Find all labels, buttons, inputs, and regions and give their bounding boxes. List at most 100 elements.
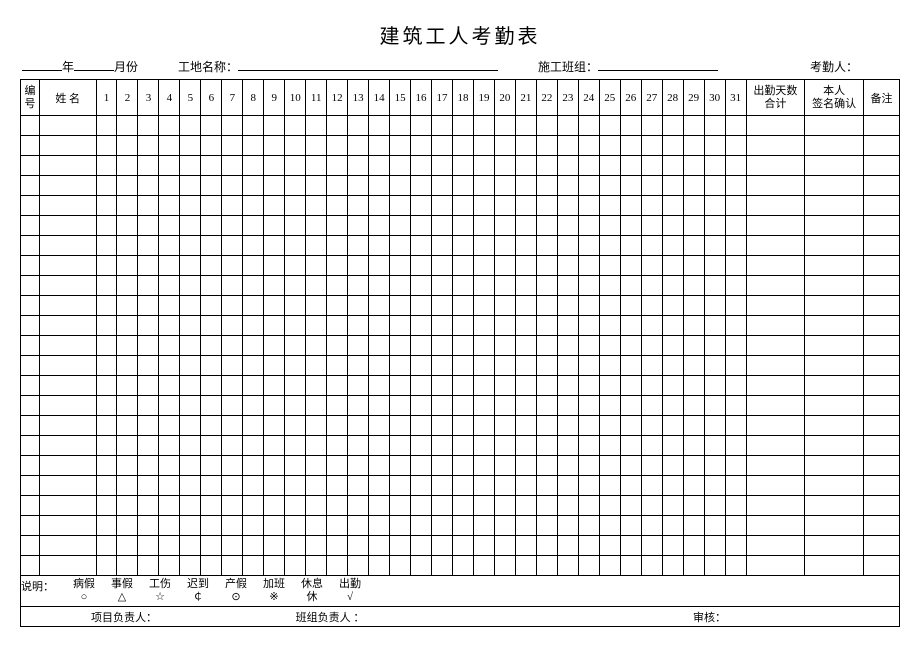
cell bbox=[285, 336, 306, 356]
cell bbox=[243, 156, 264, 176]
cell bbox=[864, 116, 900, 136]
cell bbox=[369, 436, 390, 456]
cell bbox=[704, 196, 725, 216]
cell bbox=[327, 516, 348, 536]
table-row bbox=[21, 516, 900, 536]
cell bbox=[222, 556, 243, 576]
cell bbox=[494, 376, 515, 396]
cell bbox=[348, 316, 369, 336]
cell bbox=[411, 316, 432, 336]
cell bbox=[180, 216, 201, 236]
cell bbox=[599, 456, 620, 476]
cell bbox=[599, 216, 620, 236]
cell bbox=[746, 396, 805, 416]
cell bbox=[704, 536, 725, 556]
cell bbox=[180, 116, 201, 136]
cell bbox=[159, 336, 180, 356]
cell bbox=[285, 316, 306, 336]
cell bbox=[746, 116, 805, 136]
cell bbox=[641, 236, 662, 256]
cell bbox=[21, 456, 40, 476]
cell bbox=[243, 496, 264, 516]
cell bbox=[285, 476, 306, 496]
audit-label: 审核： bbox=[433, 609, 899, 625]
cell bbox=[662, 116, 683, 136]
site-blank bbox=[238, 57, 498, 71]
cell bbox=[599, 476, 620, 496]
site-label: 工地名称： bbox=[178, 58, 238, 75]
cell bbox=[348, 556, 369, 576]
cell bbox=[557, 176, 578, 196]
cell bbox=[620, 236, 641, 256]
cell bbox=[515, 456, 536, 476]
cell bbox=[327, 156, 348, 176]
cell bbox=[473, 416, 494, 436]
cell bbox=[641, 396, 662, 416]
cell bbox=[411, 436, 432, 456]
cell bbox=[599, 276, 620, 296]
cell bbox=[599, 416, 620, 436]
cell bbox=[620, 196, 641, 216]
info-row: 年 月份 工地名称： 施工班组： 考勤人： bbox=[20, 57, 900, 75]
cell bbox=[285, 256, 306, 276]
cell bbox=[39, 456, 96, 476]
header-day-22: 22 bbox=[536, 80, 557, 116]
cell bbox=[536, 176, 557, 196]
cell bbox=[21, 476, 40, 496]
cell bbox=[285, 196, 306, 216]
cell bbox=[369, 276, 390, 296]
cell bbox=[39, 376, 96, 396]
cell bbox=[578, 516, 599, 536]
legend-label: 说明： bbox=[21, 578, 60, 594]
cell bbox=[285, 176, 306, 196]
cell bbox=[620, 316, 641, 336]
cell bbox=[704, 336, 725, 356]
cell bbox=[805, 536, 864, 556]
cell bbox=[264, 236, 285, 256]
cell bbox=[557, 476, 578, 496]
cell bbox=[864, 496, 900, 516]
cell bbox=[117, 216, 138, 236]
cell bbox=[21, 236, 40, 256]
cell bbox=[222, 236, 243, 256]
cell bbox=[746, 356, 805, 376]
cell bbox=[201, 276, 222, 296]
cell bbox=[201, 496, 222, 516]
cell bbox=[494, 396, 515, 416]
cell bbox=[641, 336, 662, 356]
cell bbox=[180, 476, 201, 496]
cell bbox=[222, 416, 243, 436]
cell bbox=[704, 416, 725, 436]
cell bbox=[746, 456, 805, 476]
cell bbox=[306, 276, 327, 296]
cell bbox=[805, 176, 864, 196]
cell bbox=[864, 136, 900, 156]
cell bbox=[138, 356, 159, 376]
cell bbox=[180, 496, 201, 516]
cell bbox=[805, 456, 864, 476]
table-row bbox=[21, 556, 900, 576]
cell bbox=[620, 156, 641, 176]
cell bbox=[264, 316, 285, 336]
cell bbox=[306, 156, 327, 176]
cell bbox=[432, 236, 453, 256]
cell bbox=[432, 256, 453, 276]
cell bbox=[39, 176, 96, 196]
cell bbox=[805, 556, 864, 576]
header-day-21: 21 bbox=[515, 80, 536, 116]
header-day-17: 17 bbox=[432, 80, 453, 116]
cell bbox=[306, 336, 327, 356]
cell bbox=[704, 436, 725, 456]
cell bbox=[264, 436, 285, 456]
cell bbox=[21, 496, 40, 516]
cell bbox=[620, 116, 641, 136]
header-day-8: 8 bbox=[243, 80, 264, 116]
cell bbox=[159, 436, 180, 456]
cell bbox=[578, 436, 599, 456]
cell bbox=[599, 316, 620, 336]
cell bbox=[599, 116, 620, 136]
cell bbox=[432, 496, 453, 516]
cell bbox=[725, 356, 746, 376]
cell bbox=[117, 376, 138, 396]
cell bbox=[39, 476, 96, 496]
